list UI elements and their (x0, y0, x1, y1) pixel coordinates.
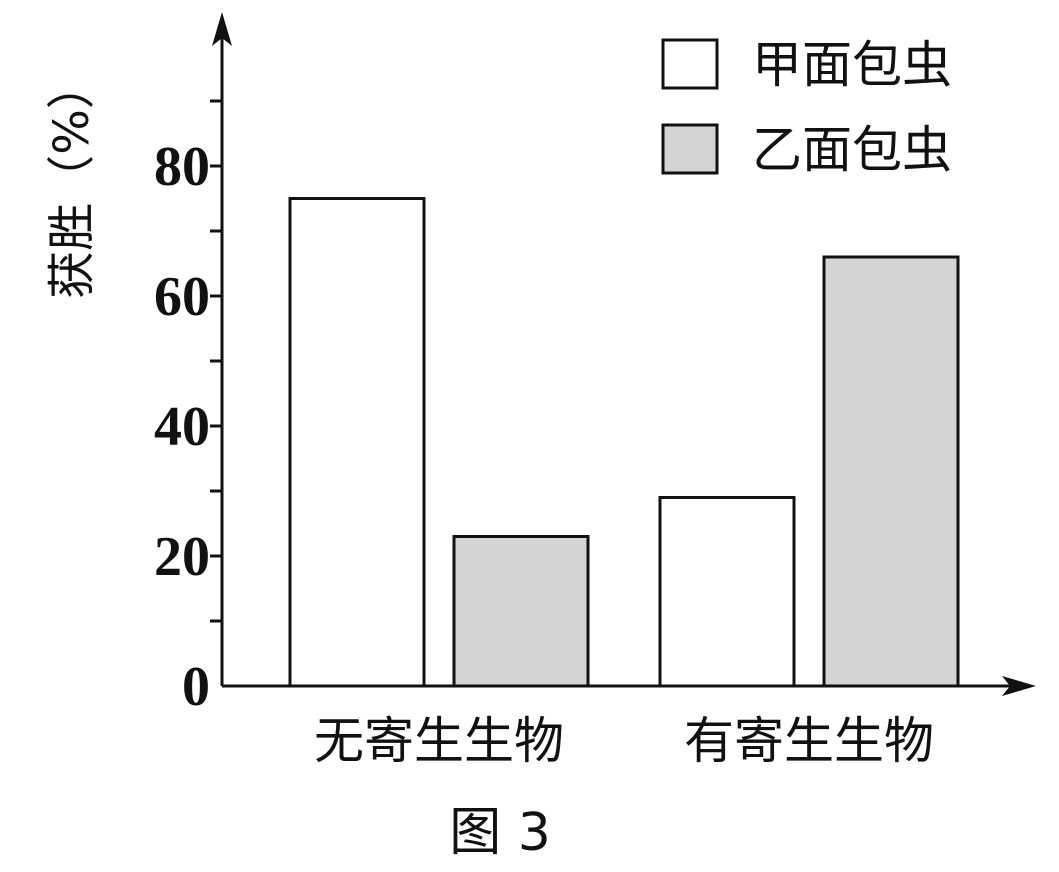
y-tick-label: 80 (154, 136, 210, 198)
legend-label: 乙面包虫 (752, 121, 952, 179)
y-tick-label: 40 (154, 396, 210, 458)
legend-swatch (661, 123, 719, 175)
bar-yi-with-parasite (822, 255, 960, 688)
category-label: 无寄生生物 (314, 712, 564, 770)
figure-caption: 图 3 (449, 803, 551, 863)
y-tick-label: 20 (154, 526, 210, 588)
bar-jia-no-parasite (288, 197, 426, 688)
category-label: 有寄生生物 (684, 712, 934, 770)
bars (288, 197, 960, 688)
y-tick-label: 60 (154, 266, 210, 328)
bar-jia-with-parasite (658, 496, 796, 688)
category-labels: 无寄生生物 有寄生生物 (314, 712, 934, 770)
y-axis-title: 获胜（%） (44, 61, 100, 299)
y-axis-arrow (212, 12, 232, 46)
legend-label: 甲面包虫 (752, 36, 952, 94)
legend-swatch (661, 38, 719, 90)
bar-yi-no-parasite (452, 535, 590, 688)
y-ticks: 0 20 40 60 80 (154, 99, 222, 718)
x-axis-arrow (1002, 676, 1036, 696)
y-tick-label: 0 (182, 656, 210, 718)
